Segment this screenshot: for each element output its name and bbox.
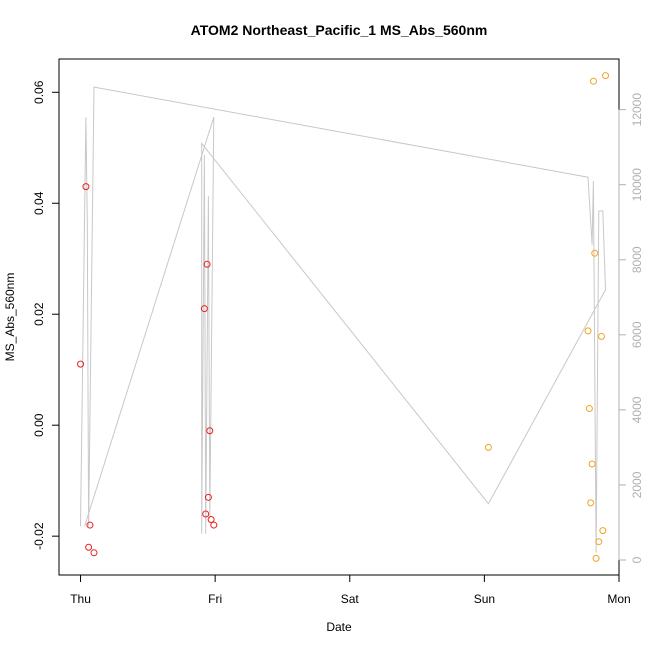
data-point-series-2 — [585, 405, 593, 413]
x-tick-label: Sat — [341, 592, 360, 606]
data-point-series-1 — [210, 521, 218, 529]
data-point-series-2 — [599, 527, 607, 535]
y-tick-label: 0.04 — [32, 191, 46, 215]
x-axis-label: Date — [326, 620, 352, 634]
y2-tick-label: 2000 — [630, 471, 644, 498]
data-point-series-1 — [204, 493, 212, 501]
line-series — [80, 86, 607, 553]
y2-tick-label: 4000 — [630, 396, 644, 423]
data-point-series-1 — [85, 543, 93, 551]
y-tick-label: 0.06 — [32, 80, 46, 104]
x-tick-label: Fri — [208, 592, 222, 606]
data-point-series-2 — [484, 443, 492, 451]
y-tick-label: 0.00 — [32, 413, 46, 437]
y-axis-label: MS_Abs_560nm — [3, 273, 17, 362]
data-point-series-2 — [589, 77, 597, 85]
data-point-series-2 — [588, 460, 596, 468]
data-point-series-2 — [584, 327, 592, 335]
chart-title: ATOM2 Northeast_Pacific_1 MS_Abs_560nm — [191, 22, 488, 38]
y2-tick-label: 0 — [630, 556, 644, 563]
y2-tick-label: 12000 — [630, 93, 644, 127]
data-point-series-1 — [206, 427, 214, 435]
x-tick-label: Thu — [70, 592, 91, 606]
x-tick-label: Sun — [474, 592, 495, 606]
data-point-series-2 — [587, 499, 595, 507]
data-point-series-2 — [598, 332, 605, 340]
y2-tick-label: 8000 — [630, 246, 644, 273]
data-point-series-1 — [200, 305, 208, 313]
data-point-series-1 — [77, 360, 85, 368]
y-tick-label: 0.02 — [32, 302, 46, 326]
data-point-series-1 — [203, 260, 211, 268]
data-point-series-2 — [592, 554, 600, 562]
y2-tick-label: 6000 — [630, 321, 644, 348]
data-point-series-2 — [595, 538, 603, 546]
data-point-series-2 — [591, 249, 599, 257]
x-tick-label: Mon — [607, 592, 630, 606]
data-point-series-1 — [86, 521, 94, 529]
data-point-series-1 — [82, 183, 90, 191]
data-point-series-2 — [602, 72, 610, 80]
data-point-series-1 — [202, 510, 210, 518]
plot-frame — [58, 58, 620, 576]
y-tick-label: -0.02 — [32, 522, 46, 550]
data-point-series-1 — [90, 549, 98, 557]
y2-tick-label: 10000 — [630, 168, 644, 202]
data-point-series-1 — [207, 516, 215, 524]
